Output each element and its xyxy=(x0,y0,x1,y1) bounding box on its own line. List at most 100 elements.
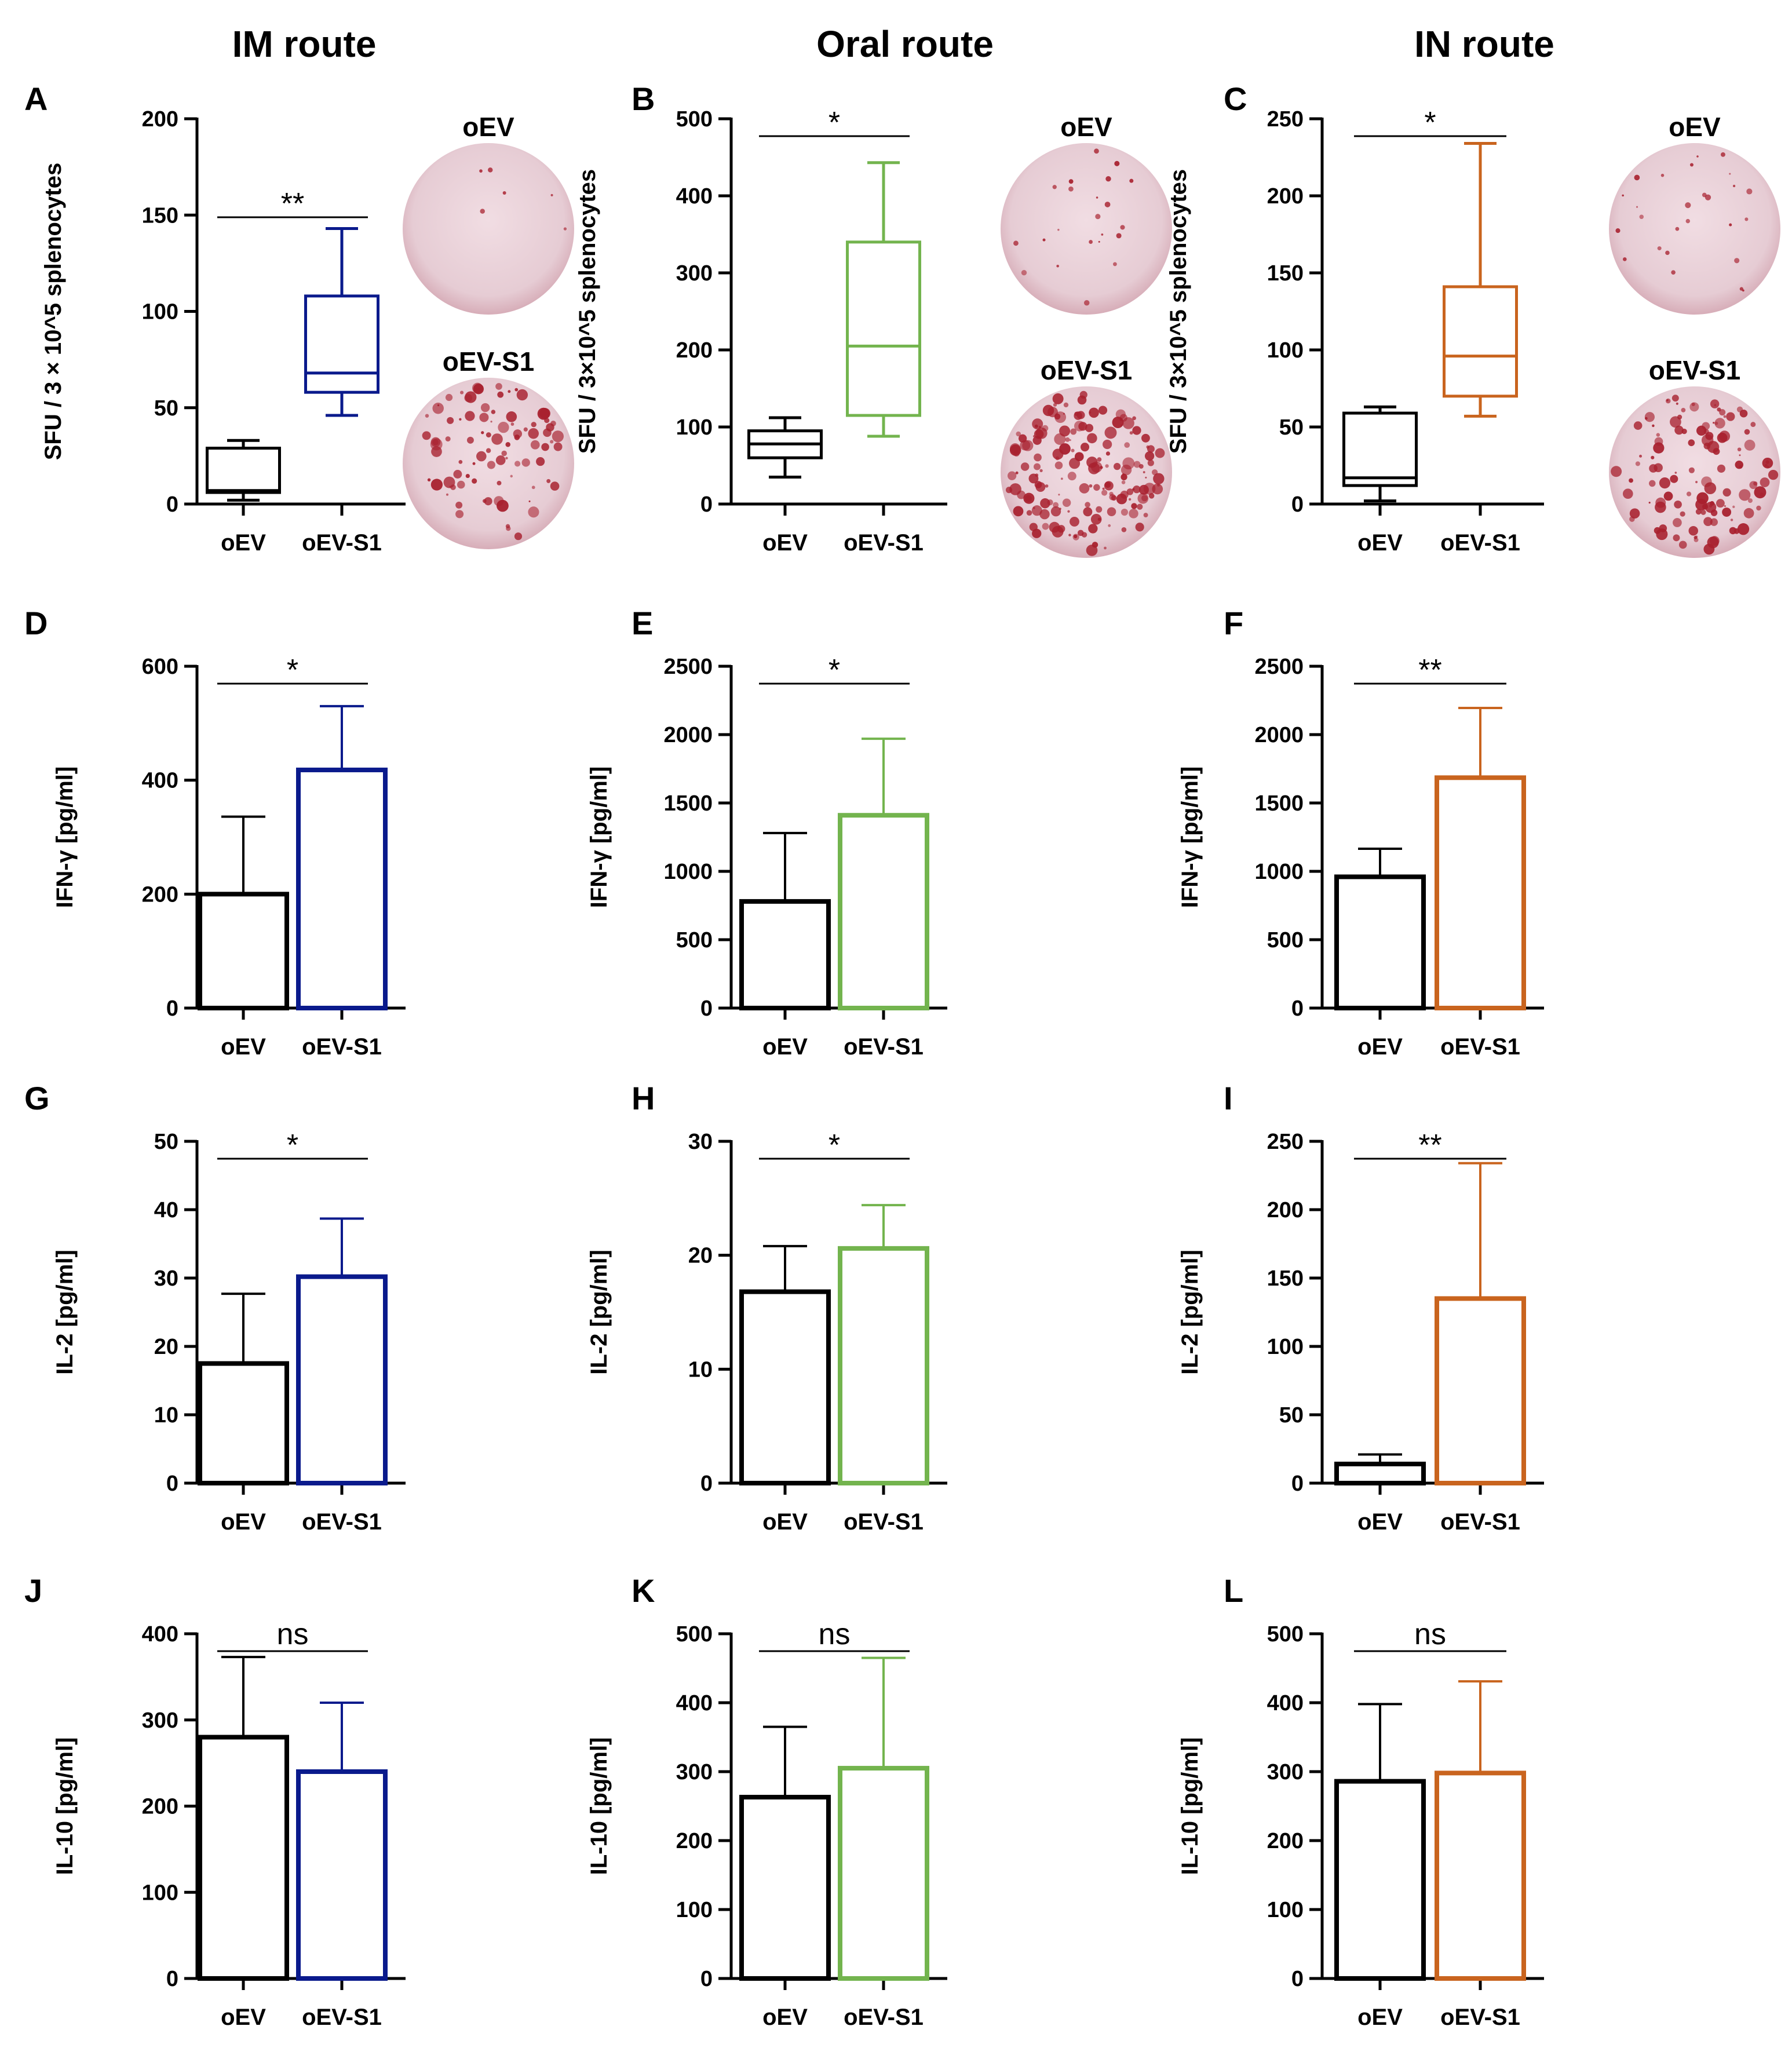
elispot-spot xyxy=(1104,426,1117,439)
elispot-spot xyxy=(1663,491,1673,501)
elispot-spot xyxy=(1670,474,1678,483)
well-circle xyxy=(1609,143,1780,315)
category-label-oev: oEV xyxy=(1357,1034,1403,1060)
elispot-spot xyxy=(1053,502,1059,508)
category-label-oev: oEV xyxy=(762,1034,808,1060)
elispot-spot xyxy=(1689,163,1694,167)
y-tick-label: 0 xyxy=(1291,996,1304,1021)
y-tick-label: 1000 xyxy=(1254,860,1304,884)
elispot-spot xyxy=(1031,505,1042,516)
y-axis-label: IFN-γ [pg/ml] xyxy=(586,766,612,908)
y-tick-label: 100 xyxy=(1267,338,1304,363)
elispot-spot xyxy=(546,479,551,483)
elispot-spot xyxy=(1089,484,1093,488)
elispot-spot xyxy=(446,493,449,496)
elispot-spot xyxy=(1129,178,1134,183)
elispot-spot xyxy=(1622,194,1624,197)
elispot-spot xyxy=(1710,509,1718,516)
y-tick-label: 1500 xyxy=(663,791,713,816)
elispot-spot xyxy=(1629,516,1635,522)
elispot-spot xyxy=(1635,461,1640,466)
elispot-spot xyxy=(1705,194,1711,200)
elispot-spot xyxy=(1121,508,1129,516)
elispot-spot xyxy=(1135,523,1144,532)
elispot-spot xyxy=(1100,466,1103,469)
elispot-spot xyxy=(1674,425,1684,435)
y-axis-label: IL-10 [pg/ml] xyxy=(52,1737,78,1875)
y-tick-label: 200 xyxy=(1267,1198,1304,1222)
category-label-oev: oEV xyxy=(1357,530,1403,556)
box-oev-s1 xyxy=(846,240,921,417)
elispot-spot xyxy=(1675,227,1680,231)
category-label-oev: oEV xyxy=(762,2005,808,2030)
elispot-spot xyxy=(1122,417,1134,429)
elispot-spot xyxy=(1733,528,1740,534)
elispot-spot xyxy=(1128,498,1132,501)
elispot-spot xyxy=(1654,437,1663,446)
panel-e: E 0 500 1000 1500 2000 2500 oEV oEV-S1 IFN-γ [pg/… xyxy=(586,605,947,1060)
elispot-spot xyxy=(472,462,476,465)
elispot-spot xyxy=(1674,472,1677,474)
elispot-spot xyxy=(1744,439,1755,451)
elispot-spot xyxy=(1132,416,1136,421)
elispot-spot xyxy=(1088,524,1098,534)
category-label-oev-s1: oEV-S1 xyxy=(844,1509,924,1535)
elispot-spot xyxy=(502,191,506,195)
y-tick-label: 0 xyxy=(1291,1472,1304,1496)
elispot-spot xyxy=(1721,152,1725,157)
significance-label: ns xyxy=(1414,1618,1446,1651)
elispot-spot xyxy=(1615,228,1621,233)
elispot-spot xyxy=(1111,495,1117,501)
elispot-spot xyxy=(506,411,517,422)
elispot-spot xyxy=(1057,228,1060,231)
bar-oev xyxy=(198,892,289,1011)
bar-oev-s1 xyxy=(296,767,388,1010)
category-label-oev-s1: oEV-S1 xyxy=(1440,1509,1520,1535)
y-axis-label: IL-2 [pg/ml] xyxy=(586,1250,612,1375)
elispot-spot xyxy=(1089,407,1099,418)
elispot-spot xyxy=(1096,506,1103,513)
elispot-spot xyxy=(1143,483,1156,495)
elispot-spot xyxy=(1147,459,1154,466)
elispot-spot xyxy=(501,450,507,457)
bar-oev xyxy=(739,1795,831,1981)
elispot-spot xyxy=(531,485,535,490)
y-tick-label: 20 xyxy=(688,1244,713,1268)
elispot-spot xyxy=(481,431,484,435)
elispot-spot xyxy=(553,442,563,451)
elispot-spot xyxy=(1730,519,1733,521)
elispot-spot xyxy=(1722,488,1731,497)
elispot-spot xyxy=(1087,433,1097,444)
elispot-spot xyxy=(1747,498,1753,503)
elispot-spot xyxy=(1009,444,1021,456)
elispot-spot xyxy=(1074,534,1078,539)
y-axis-label: IL-2 [pg/ml] xyxy=(52,1250,78,1375)
elispot-spot xyxy=(1039,426,1041,428)
elispot-spot xyxy=(1104,481,1111,488)
elispot-spot xyxy=(546,423,554,432)
elispot-spot xyxy=(1143,471,1145,473)
category-label-oev: oEV xyxy=(221,2005,266,2030)
y-tick-label: 200 xyxy=(1267,1829,1304,1853)
elispot-well: oEV xyxy=(403,112,574,315)
panel-j: J 0 100 200 300 400 oEV oEV-S1 IL-10 [pg/ml] ns xyxy=(24,1572,406,2030)
bar-oev xyxy=(739,899,831,1011)
elispot-spot xyxy=(1054,433,1066,445)
y-tick-label: 0 xyxy=(700,1967,713,1991)
y-tick-label: 150 xyxy=(1267,1266,1304,1291)
elispot-spot xyxy=(472,478,477,484)
elispot-spot xyxy=(1659,524,1667,532)
elispot-spot xyxy=(536,457,545,466)
y-tick-label: 10 xyxy=(154,1403,178,1428)
elispot-spot xyxy=(523,427,528,432)
elispot-spot xyxy=(1129,431,1133,435)
elispot-spot xyxy=(552,430,564,443)
elispot-spot xyxy=(1714,404,1717,407)
elispot-spot xyxy=(1020,440,1031,451)
elispot-spot xyxy=(1097,457,1102,462)
elispot-spot xyxy=(1719,409,1726,416)
category-label-oev-s1: oEV-S1 xyxy=(844,2005,924,2030)
elispot-spot xyxy=(530,440,540,450)
elispot-spot xyxy=(1686,491,1692,497)
